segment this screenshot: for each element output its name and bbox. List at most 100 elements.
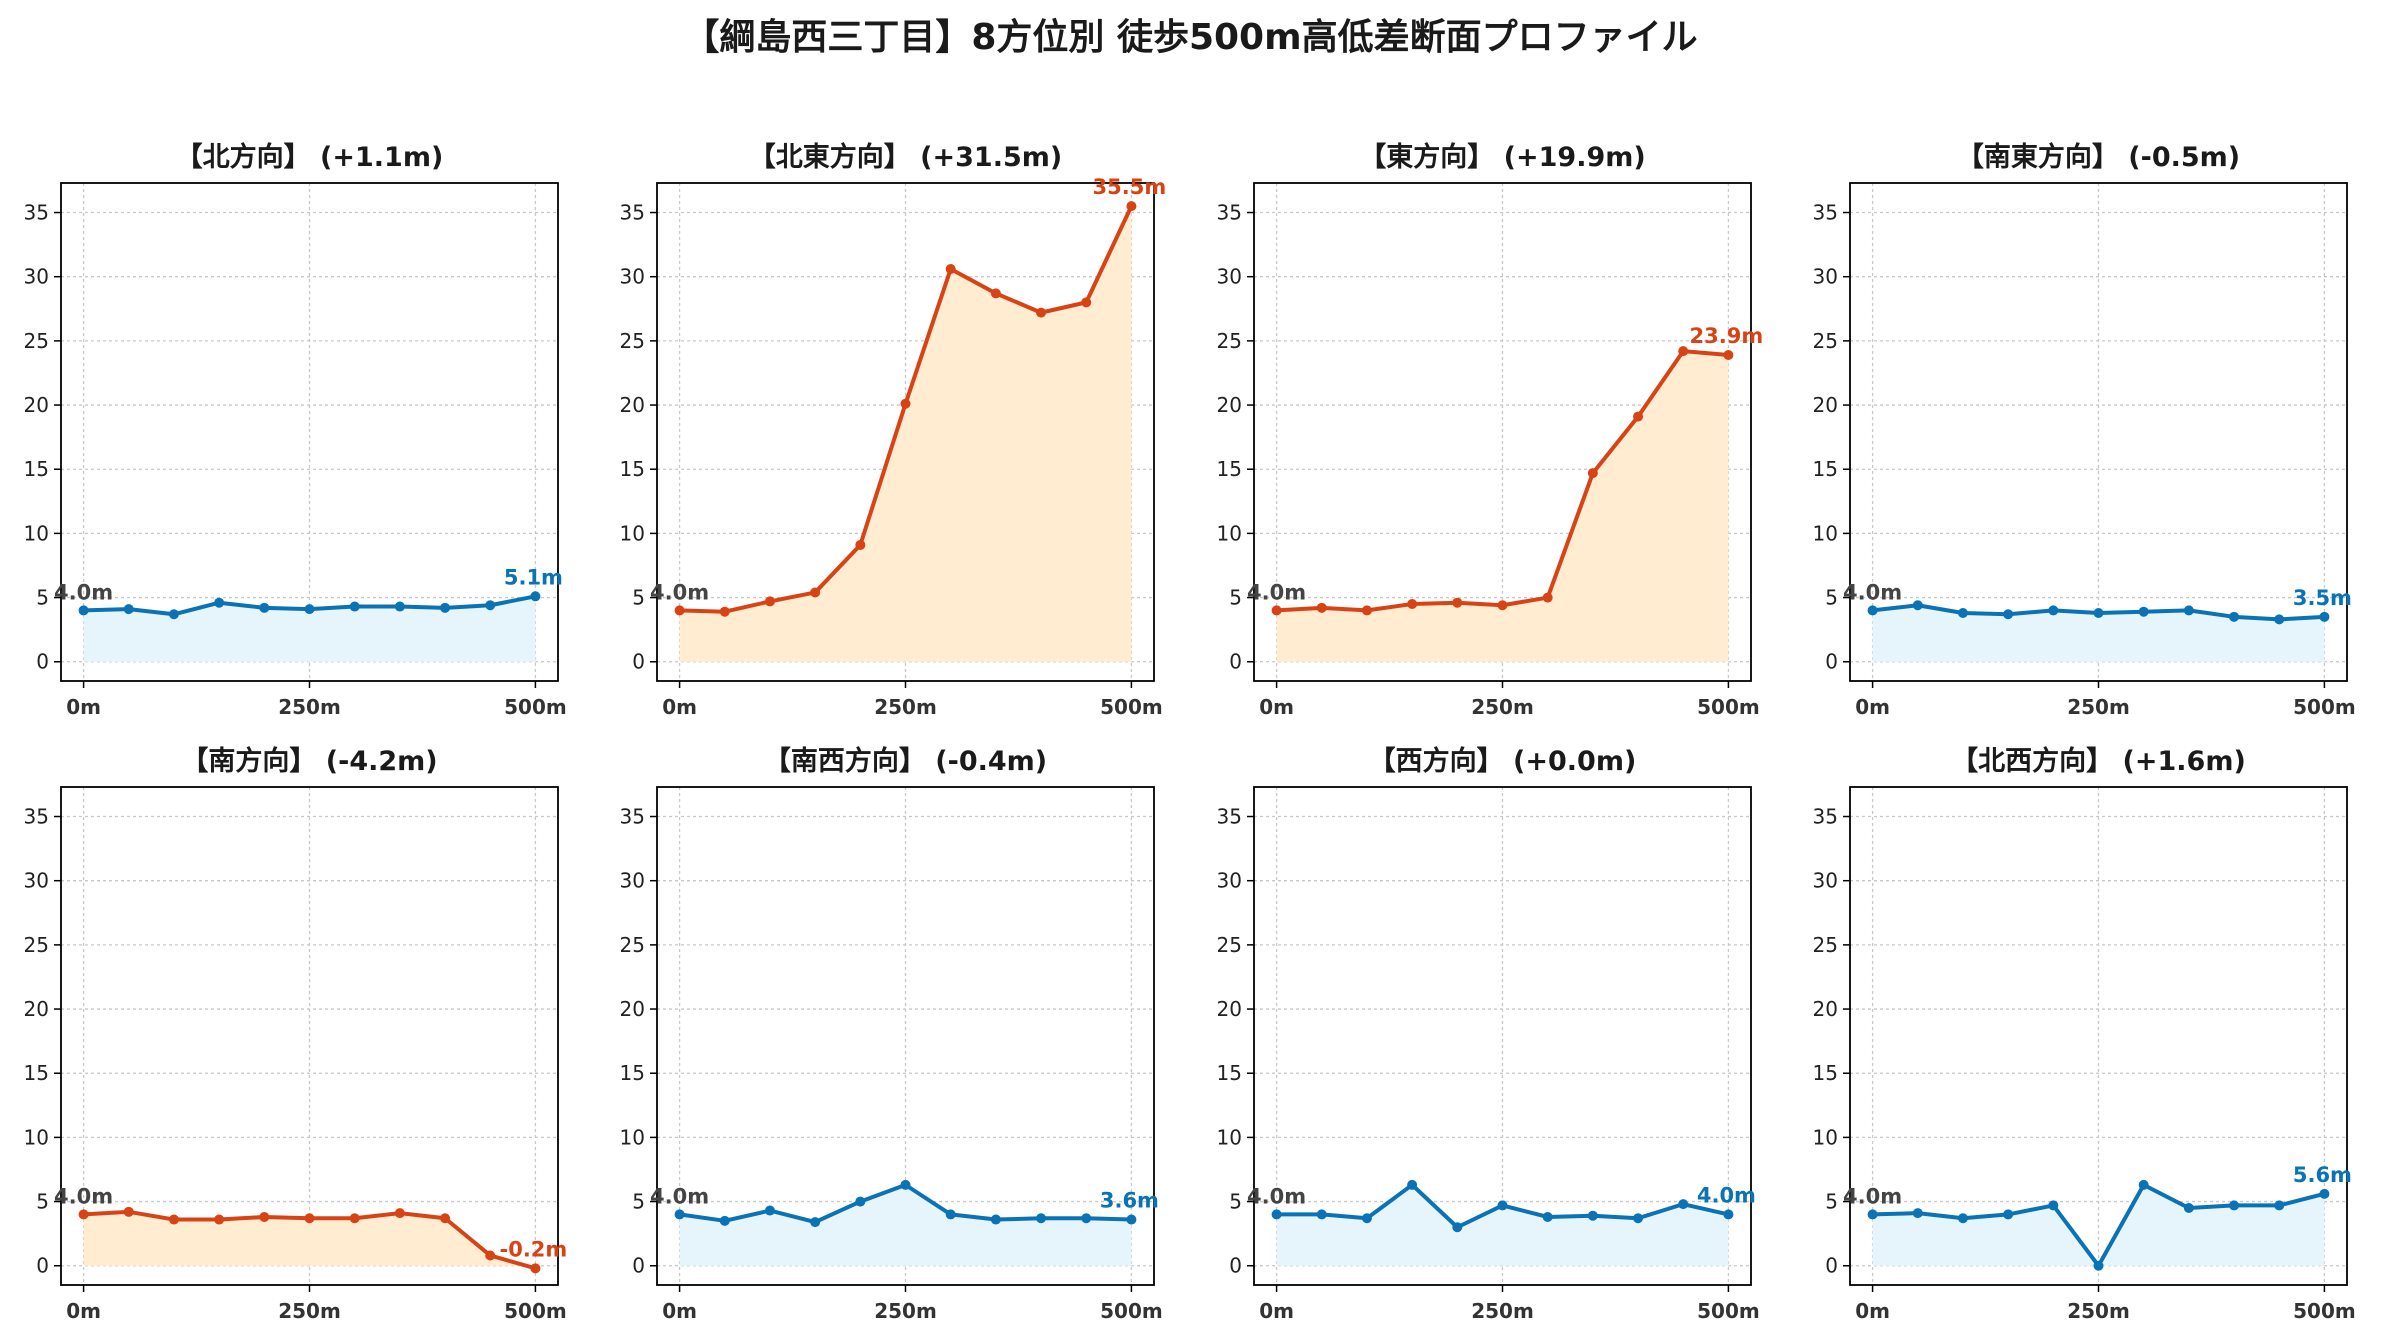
x-tick-label: 250m xyxy=(1471,1299,1534,1323)
y-tick-label: 0 xyxy=(1229,1254,1242,1278)
chart-title: 【南方向】 (-4.2m) xyxy=(181,745,437,777)
y-tick-label: 0 xyxy=(632,650,645,674)
data-point xyxy=(1542,592,1553,603)
x-tick-label: 0m xyxy=(1259,695,1294,719)
data-point xyxy=(2274,614,2285,625)
y-tick-label: 0 xyxy=(1229,650,1242,674)
data-point xyxy=(1081,1213,1092,1224)
data-point xyxy=(1271,1209,1282,1220)
x-tick-label: 500m xyxy=(1697,695,1760,719)
data-point xyxy=(2003,1209,2014,1220)
start-value-label: 4.0m xyxy=(650,1184,709,1208)
data-point xyxy=(1633,1213,1644,1224)
end-value-label: 3.5m xyxy=(2293,586,2352,610)
data-point xyxy=(674,1209,685,1220)
data-point xyxy=(1081,297,1092,308)
chart-title: 【北西方向】 (+1.6m) xyxy=(1951,745,2246,777)
y-tick-label: 25 xyxy=(1813,329,1838,353)
y-tick-label: 10 xyxy=(24,1125,49,1149)
x-tick-label: 250m xyxy=(1471,695,1534,719)
data-point xyxy=(1587,468,1598,479)
figure-title: 【綱島西三丁目】8方位別 徒歩500m高低差断面プロファイル xyxy=(683,17,1698,58)
area-fill xyxy=(1276,1184,1729,1266)
data-point xyxy=(530,1263,541,1274)
y-tick-label: 0 xyxy=(1825,650,1838,674)
start-value-label: 4.0m xyxy=(1843,1184,1902,1208)
y-tick-label: 25 xyxy=(24,933,49,957)
y-tick-label: 5 xyxy=(36,1190,49,1214)
y-tick-label: 15 xyxy=(620,457,645,481)
chart-panel: 0 5 10 15 20 25 30 35 0m 250m 500m 【北西方向】 (+1.6m) 4.… xyxy=(1813,745,2356,1323)
area-fill xyxy=(679,1184,1132,1266)
end-value-label: 3.6m xyxy=(1100,1189,1159,1213)
end-value-label: 4.0m xyxy=(1697,1183,1756,1207)
area-fill xyxy=(1872,605,2325,662)
data-point xyxy=(990,288,1001,299)
data-point xyxy=(214,597,225,608)
data-point xyxy=(530,591,541,602)
data-point xyxy=(2274,1200,2285,1211)
y-tick-label: 35 xyxy=(620,201,645,225)
data-point xyxy=(945,1209,956,1220)
end-value-label: 35.5m xyxy=(1093,175,1167,199)
data-point xyxy=(485,1250,496,1261)
x-tick-label: 500m xyxy=(504,695,567,719)
y-tick-label: 10 xyxy=(1217,1125,1242,1149)
data-point xyxy=(1723,349,1734,360)
data-point xyxy=(1452,1222,1463,1233)
data-point xyxy=(1542,1211,1553,1222)
chart-panel: 0 5 10 15 20 25 30 35 0m 250m 500m 【南方向】 (-4.2m) 4.0… xyxy=(24,745,568,1323)
y-tick-label: 5 xyxy=(1825,586,1838,610)
data-point xyxy=(764,596,775,607)
data-point xyxy=(2093,607,2104,618)
y-tick-label: 20 xyxy=(24,997,49,1021)
data-point xyxy=(304,604,315,615)
chart-title: 【西方向】 (+0.0m) xyxy=(1369,745,1637,777)
y-tick-label: 20 xyxy=(1217,997,1242,1021)
start-value-label: 4.0m xyxy=(1843,580,1902,604)
x-tick-label: 0m xyxy=(66,1299,101,1323)
y-tick-label: 30 xyxy=(24,265,49,289)
data-point xyxy=(168,1214,179,1225)
data-point xyxy=(1407,598,1418,609)
data-point xyxy=(2048,605,2059,616)
data-point xyxy=(764,1205,775,1216)
x-tick-label: 250m xyxy=(278,1299,341,1323)
area-fill xyxy=(83,596,536,662)
data-point xyxy=(1126,201,1137,212)
data-point xyxy=(2048,1200,2059,1211)
data-point xyxy=(1361,605,1372,616)
data-point xyxy=(349,601,360,612)
y-tick-label: 5 xyxy=(632,586,645,610)
y-tick-label: 25 xyxy=(1813,933,1838,957)
y-tick-label: 5 xyxy=(1229,1190,1242,1214)
data-point xyxy=(1497,1200,1508,1211)
y-tick-label: 20 xyxy=(1813,393,1838,417)
data-point xyxy=(123,1206,134,1217)
data-point xyxy=(1867,1209,1878,1220)
data-point xyxy=(1678,1199,1689,1210)
chart-panel: 0 5 10 15 20 25 30 35 0m 250m 500m 【南東方向】 (-0.5m) 4.… xyxy=(1813,141,2356,719)
x-tick-label: 0m xyxy=(1259,1299,1294,1323)
data-point xyxy=(214,1214,225,1225)
data-point xyxy=(1316,602,1327,613)
start-value-label: 4.0m xyxy=(54,580,113,604)
data-point xyxy=(1587,1210,1598,1221)
data-point xyxy=(810,1217,821,1228)
y-tick-label: 20 xyxy=(620,393,645,417)
y-tick-label: 30 xyxy=(620,869,645,893)
data-point xyxy=(900,398,911,409)
data-point xyxy=(855,539,866,550)
data-point xyxy=(349,1213,360,1224)
y-tick-label: 20 xyxy=(1217,393,1242,417)
end-value-label: 5.1m xyxy=(504,565,563,589)
data-point xyxy=(1361,1213,1372,1224)
data-point xyxy=(2183,605,2194,616)
data-point xyxy=(2138,1179,2149,1190)
y-tick-label: 5 xyxy=(632,1190,645,1214)
y-tick-label: 15 xyxy=(1217,457,1242,481)
data-point xyxy=(1271,605,1282,616)
y-tick-label: 25 xyxy=(620,933,645,957)
data-point xyxy=(2093,1260,2104,1271)
